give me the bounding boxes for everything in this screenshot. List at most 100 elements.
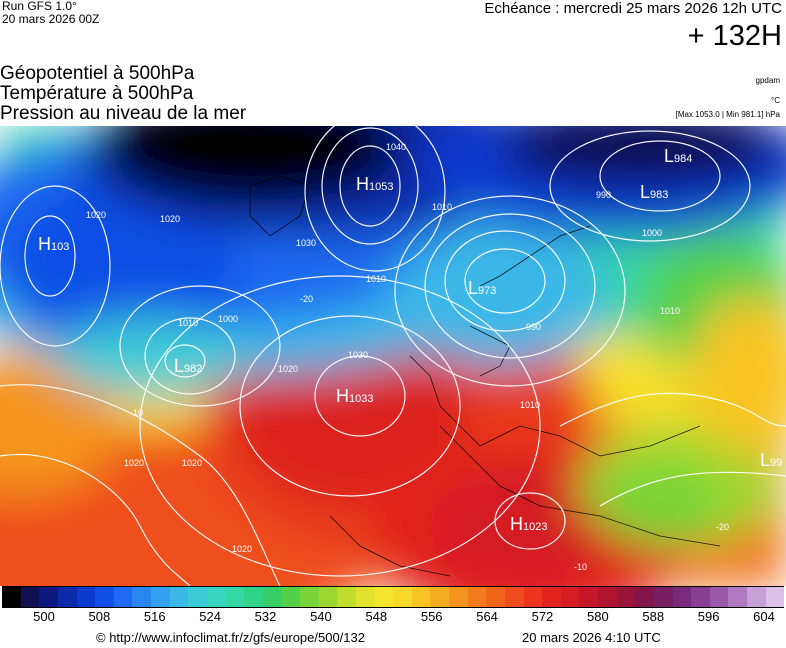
isobar-label: 1010 (520, 400, 540, 410)
color-scale-tick-label: 588 (642, 609, 665, 624)
isobar-label: 1020 (86, 210, 106, 220)
pressure-center-value: 984 (674, 153, 692, 165)
unit-geopotential: gpdam (755, 76, 780, 85)
color-scale-segment (579, 587, 598, 607)
generated-date: 20 mars 2026 4:10 UTC (522, 630, 661, 645)
color-scale-segment (206, 587, 226, 607)
color-scale-segment (132, 587, 151, 607)
isobar-label: 1010 (366, 274, 386, 284)
isobar-label: 1000 (218, 314, 238, 324)
weather-map[interactable]: H1053 H1033 H1023 H103 L973 L982 L983 L9… (0, 126, 786, 586)
color-scale-segment (411, 587, 431, 607)
run-label: Run GFS 1.0° (2, 0, 77, 13)
temperature-label: -10 (574, 562, 587, 572)
isobar-label: 1040 (386, 142, 406, 152)
color-scale-segment (76, 587, 96, 607)
pressure-center-value: 973 (478, 285, 496, 297)
color-scale-segment (709, 587, 729, 607)
color-scale-segment (169, 587, 189, 607)
color-scale-segment (393, 587, 412, 607)
color-scale-segment (467, 587, 487, 607)
color-scale-segment (430, 587, 449, 607)
color-scale-tick-label: 604 (753, 609, 775, 624)
color-scale-tick-label: 596 (697, 609, 720, 624)
isobar-label: 1030 (348, 350, 368, 360)
color-scale-segment (449, 587, 468, 607)
color-scale-segment (57, 587, 77, 607)
color-scale-tick-label: 516 (143, 609, 166, 624)
color-scale-tick-label: 540 (310, 609, 332, 624)
isobar-label: 1020 (124, 458, 144, 468)
color-scale-segment (355, 587, 375, 607)
isobar-label: 1020 (182, 458, 202, 468)
color-scale-segment (486, 587, 505, 607)
isobar-label: 1030 (296, 238, 316, 248)
color-scale-segment (113, 587, 133, 607)
isobar-label: 1010 (178, 318, 198, 328)
color-scale-segment (765, 587, 785, 607)
isobar-label: 1020 (232, 544, 252, 554)
isobar-label: 1010 (660, 306, 680, 316)
temperature-labels: -20 -10 -10 -20 (130, 294, 729, 572)
color-scale-segment (691, 587, 710, 607)
isobar-label: 1020 (160, 214, 180, 224)
color-scale-segment (39, 587, 58, 607)
color-scale-segment (374, 587, 394, 607)
pressure-center-value: 983 (650, 189, 668, 201)
pressure-center-value: 1053 (369, 181, 393, 193)
pressure-center-value: 982 (184, 363, 202, 375)
color-scale-tick-label: 548 (365, 609, 388, 624)
color-scale-tick-label: 532 (254, 609, 277, 624)
color-scale-segment (542, 587, 561, 607)
source-credit: © http://www.infoclimat.fr/z/gfs/europe/… (96, 630, 365, 645)
temperature-label: -10 (130, 408, 143, 418)
title-pressure: Pression au niveau de la mer (0, 103, 247, 124)
isobar-label: 990 (596, 190, 611, 200)
temperature-label: -20 (300, 294, 313, 304)
pressure-center-value: 103 (51, 241, 69, 253)
forecast-valid-time: Echéance : mercredi 25 mars 2026 12h UTC (484, 0, 782, 17)
color-scale-segment (151, 587, 170, 607)
color-scale-tick-label: 564 (476, 609, 498, 624)
color-scale-tick-label: 580 (586, 609, 609, 624)
pressure-center-value: 1033 (349, 393, 373, 405)
isobar-label: 1020 (278, 364, 298, 374)
pressure-center-value: 99 (770, 457, 782, 469)
color-scale-segment (188, 587, 207, 607)
unit-temperature: °C (771, 96, 780, 105)
run-date: 20 mars 2026 00Z (2, 12, 100, 26)
title-geopotential: Géopotentiel à 500hPa (0, 63, 195, 84)
color-scale-segment (337, 587, 356, 607)
color-scale-tick-label: 500 (33, 609, 55, 624)
temperature-label: -20 (716, 522, 729, 532)
color-scale-segment (2, 587, 21, 607)
color-scale-segment (523, 587, 543, 607)
isobar-value-labels: 1040 1020 1010 1030 1000 990 990 1000 10… (86, 142, 680, 554)
low-label: L984 (664, 146, 692, 166)
color-scale-tick-label: 508 (88, 609, 111, 624)
color-scale-segment (504, 587, 524, 607)
isobars (0, 126, 786, 586)
color-scale-segment (560, 587, 580, 607)
pressure-center-value: 1023 (523, 521, 547, 533)
lead-time: + 132H (687, 20, 782, 52)
pressure-max-min: [Max 1053.0 | Min 981.1] hPa (675, 110, 780, 119)
color-scale-ticks: 500 508 516 524 532 540 548 556 564 572 580 588 596 6… (0, 609, 786, 627)
color-scale-segment (281, 587, 300, 607)
color-scale-segment (262, 587, 282, 607)
color-scale-tick-label: 556 (420, 609, 443, 624)
color-scale-segment (635, 587, 654, 607)
color-scale-tick-label: 524 (199, 609, 221, 624)
color-scale-segment (244, 587, 263, 607)
color-scale-segment (318, 587, 338, 607)
color-scale-segment (728, 587, 747, 607)
color-scale-segment (598, 587, 617, 607)
isobar-label: 1010 (432, 202, 452, 212)
color-scale-tick-label: 572 (531, 609, 554, 624)
color-scale-segment (672, 587, 692, 607)
title-temperature: Température à 500hPa (0, 83, 194, 104)
color-scale-segment (616, 587, 636, 607)
color-scale-segment (300, 587, 319, 607)
isobar-label: 990 (526, 322, 541, 332)
color-scale-segment (747, 587, 766, 607)
